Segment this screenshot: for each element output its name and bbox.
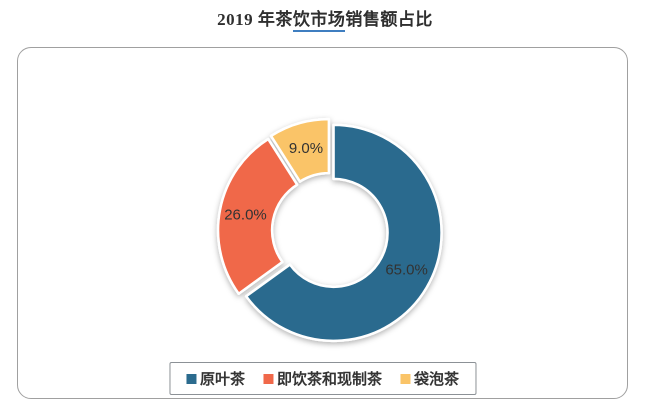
legend-swatch-daipaocha [400, 373, 411, 384]
donut-chart: 65.0% 26.0% 9.0% [216, 117, 443, 343]
pie-slice-3 [269, 117, 331, 183]
legend-item-daipaocha: 袋泡茶 [400, 368, 459, 389]
legend-label-yuanyecha: 原叶茶 [199, 372, 245, 388]
pie-slice-1 [244, 123, 443, 343]
pie-label-3: 9.0% [289, 140, 323, 157]
legend-item-jiyincha: 即饮茶和现制茶 [262, 368, 383, 389]
pie-slice-2 [216, 137, 299, 295]
donut-slices-group: 65.0% 26.0% 9.0% [216, 117, 443, 343]
legend-label-daipaocha: 袋泡茶 [414, 372, 460, 388]
legend-swatch-jiyincha [262, 373, 273, 384]
legend-label-jiyincha: 即饮茶和现制茶 [276, 372, 383, 388]
legend: 原叶茶 即饮茶和现制茶 袋泡茶 [168, 362, 477, 395]
chart-title-keyword-link[interactable]: 饮市场 [292, 10, 346, 32]
legend-item-yuanyecha: 原叶茶 [185, 368, 245, 389]
chart-title: 2019 年茶饮市场销售额占比 [0, 5, 650, 32]
pie-label-2: 26.0% [224, 206, 267, 223]
legend-swatch-yuanyecha [185, 373, 196, 384]
chart-panel: 65.0% 26.0% 9.0% 原叶茶 即饮茶和现制茶 袋泡茶 [17, 47, 628, 399]
chart-title-suffix: 销售额占比 [345, 10, 433, 29]
chart-title-prefix: 2019 年茶 [217, 10, 293, 29]
pie-label-1: 65.0% [385, 262, 428, 279]
